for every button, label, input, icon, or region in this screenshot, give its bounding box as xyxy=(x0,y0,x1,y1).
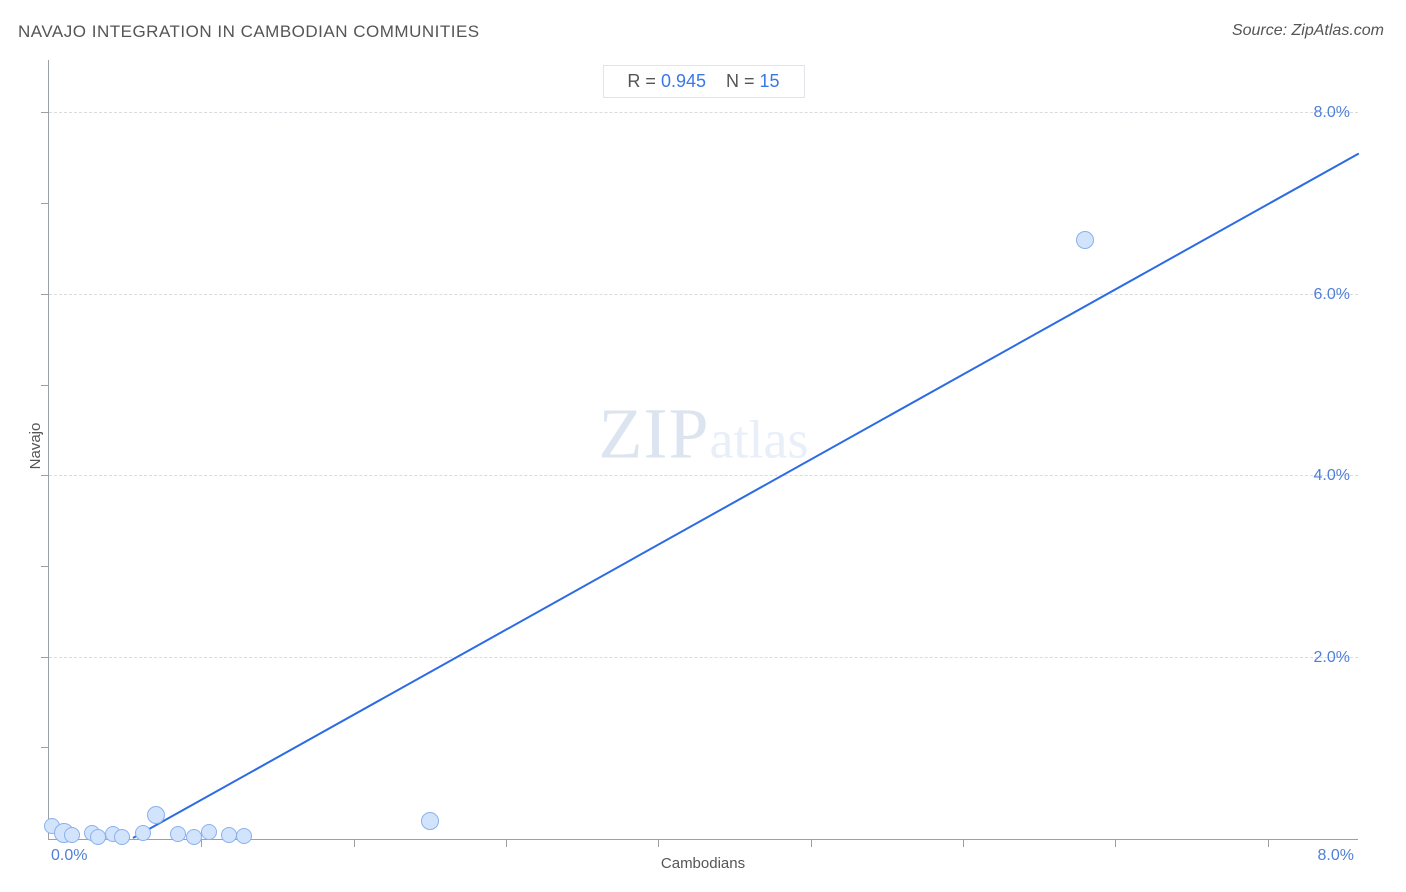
scatter-point xyxy=(201,824,217,840)
x-axis-label: Cambodians xyxy=(661,855,745,872)
grid-line xyxy=(49,475,1358,476)
chart-container: NAVAJO INTEGRATION IN CAMBODIAN COMMUNIT… xyxy=(0,0,1406,892)
scatter-point xyxy=(186,829,202,845)
x-tick xyxy=(1115,839,1116,847)
watermark-zip: ZIP xyxy=(599,393,710,473)
scatter-point xyxy=(221,827,237,843)
x-origin-label: 0.0% xyxy=(51,847,87,865)
y-tick-label: 6.0% xyxy=(1314,286,1350,304)
regression-line xyxy=(132,152,1359,839)
scatter-point xyxy=(236,828,252,844)
y-axis-label: Navajo xyxy=(27,423,44,470)
chart-title: NAVAJO INTEGRATION IN CAMBODIAN COMMUNIT… xyxy=(18,22,480,42)
scatter-point xyxy=(90,829,106,845)
watermark-atlas: atlas xyxy=(710,409,809,469)
stat-n-value: 15 xyxy=(760,71,780,91)
watermark: ZIPatlas xyxy=(599,392,809,475)
stat-r-label: R = xyxy=(627,71,656,91)
plot-area: ZIPatlas R = 0.945 N = 15 2.0% 4.0% 6.0% 8.… xyxy=(48,60,1358,840)
scatter-point xyxy=(1076,231,1094,249)
y-tick xyxy=(41,294,49,295)
scatter-point xyxy=(135,825,151,841)
x-max-label: 8.0% xyxy=(1318,847,1354,865)
x-tick xyxy=(506,839,507,847)
chart-source: Source: ZipAtlas.com xyxy=(1232,22,1384,40)
x-tick xyxy=(201,839,202,847)
stat-n-label: N = xyxy=(726,71,755,91)
scatter-point xyxy=(170,826,186,842)
x-tick xyxy=(354,839,355,847)
y-tick xyxy=(41,385,49,386)
x-tick xyxy=(1268,839,1269,847)
y-tick xyxy=(41,203,49,204)
scatter-point xyxy=(114,829,130,845)
x-tick xyxy=(658,839,659,847)
y-tick xyxy=(41,112,49,113)
y-tick xyxy=(41,747,49,748)
y-tick xyxy=(41,566,49,567)
scatter-point xyxy=(147,806,165,824)
y-tick-label: 8.0% xyxy=(1314,104,1350,122)
grid-line xyxy=(49,294,1358,295)
grid-line xyxy=(49,112,1358,113)
stat-r-value: 0.945 xyxy=(661,71,706,91)
x-tick xyxy=(811,839,812,847)
x-tick xyxy=(963,839,964,847)
y-tick-label: 2.0% xyxy=(1314,649,1350,667)
scatter-point xyxy=(64,827,80,843)
scatter-point xyxy=(421,812,439,830)
y-tick xyxy=(41,657,49,658)
y-tick xyxy=(41,475,49,476)
y-tick-label: 4.0% xyxy=(1314,467,1350,485)
stats-box: R = 0.945 N = 15 xyxy=(602,65,804,98)
grid-line xyxy=(49,657,1358,658)
